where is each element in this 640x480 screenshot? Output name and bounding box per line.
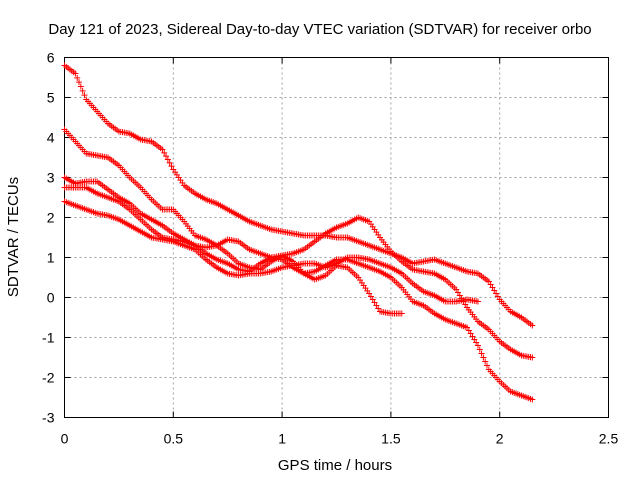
y-tick-label: 4	[47, 130, 55, 146]
data-point	[529, 354, 536, 361]
y-tick-label: 5	[47, 90, 55, 106]
data-point	[79, 87, 86, 94]
data-point	[529, 396, 536, 403]
data-points	[61, 62, 536, 403]
y-tick-label: 0	[47, 290, 55, 306]
data-point	[166, 159, 173, 166]
y-tick-label: 2	[47, 210, 55, 226]
y-tick-label: 6	[47, 50, 55, 66]
data-point	[76, 79, 83, 86]
y-tick-label: 1	[47, 250, 55, 266]
data-point	[161, 149, 168, 156]
data-point	[159, 146, 166, 153]
data-point	[478, 350, 485, 357]
series-2	[61, 126, 536, 361]
series-5	[61, 198, 481, 305]
x-tick-label: 0	[61, 431, 69, 447]
plot-border	[64, 57, 609, 418]
x-tick-labels: 0 0.5 1 1.5 2 2.5	[61, 431, 619, 447]
data-point	[476, 346, 483, 353]
y-tick-label: -3	[42, 410, 55, 426]
data-point	[474, 298, 481, 305]
y-tick-label: 3	[47, 170, 55, 186]
data-point	[74, 74, 81, 81]
data-point	[81, 92, 88, 99]
x-tick-label: 1	[278, 431, 286, 447]
data-point	[482, 358, 489, 365]
series-1	[61, 62, 536, 329]
y-tick-labels: -3 -2 -1 0 1 2 3 4 5 6	[42, 50, 55, 426]
data-point	[480, 354, 487, 361]
data-point	[484, 362, 491, 369]
data-point	[168, 163, 175, 170]
y-axis-label: SDTVAR / TECUs	[5, 177, 22, 297]
data-point	[529, 322, 536, 329]
data-point	[77, 83, 84, 90]
series-4	[61, 184, 536, 403]
data-point	[474, 342, 481, 349]
data-point	[398, 310, 405, 317]
x-tick-label: 0.5	[164, 431, 184, 447]
x-axis-label: GPS time / hours	[278, 457, 392, 474]
data-point	[163, 153, 170, 160]
x-tick-label: 1.5	[381, 431, 401, 447]
data-point	[72, 70, 79, 77]
x-tick-label: 2	[496, 431, 504, 447]
y-tick-label: -1	[42, 330, 55, 346]
x-tick-label: 2.5	[599, 431, 619, 447]
chart-title: Day 121 of 2023, Sidereal Day-to-day VTE…	[48, 21, 591, 38]
series-3	[61, 174, 405, 317]
data-point	[164, 156, 171, 163]
y-tick-label: -2	[42, 370, 55, 386]
